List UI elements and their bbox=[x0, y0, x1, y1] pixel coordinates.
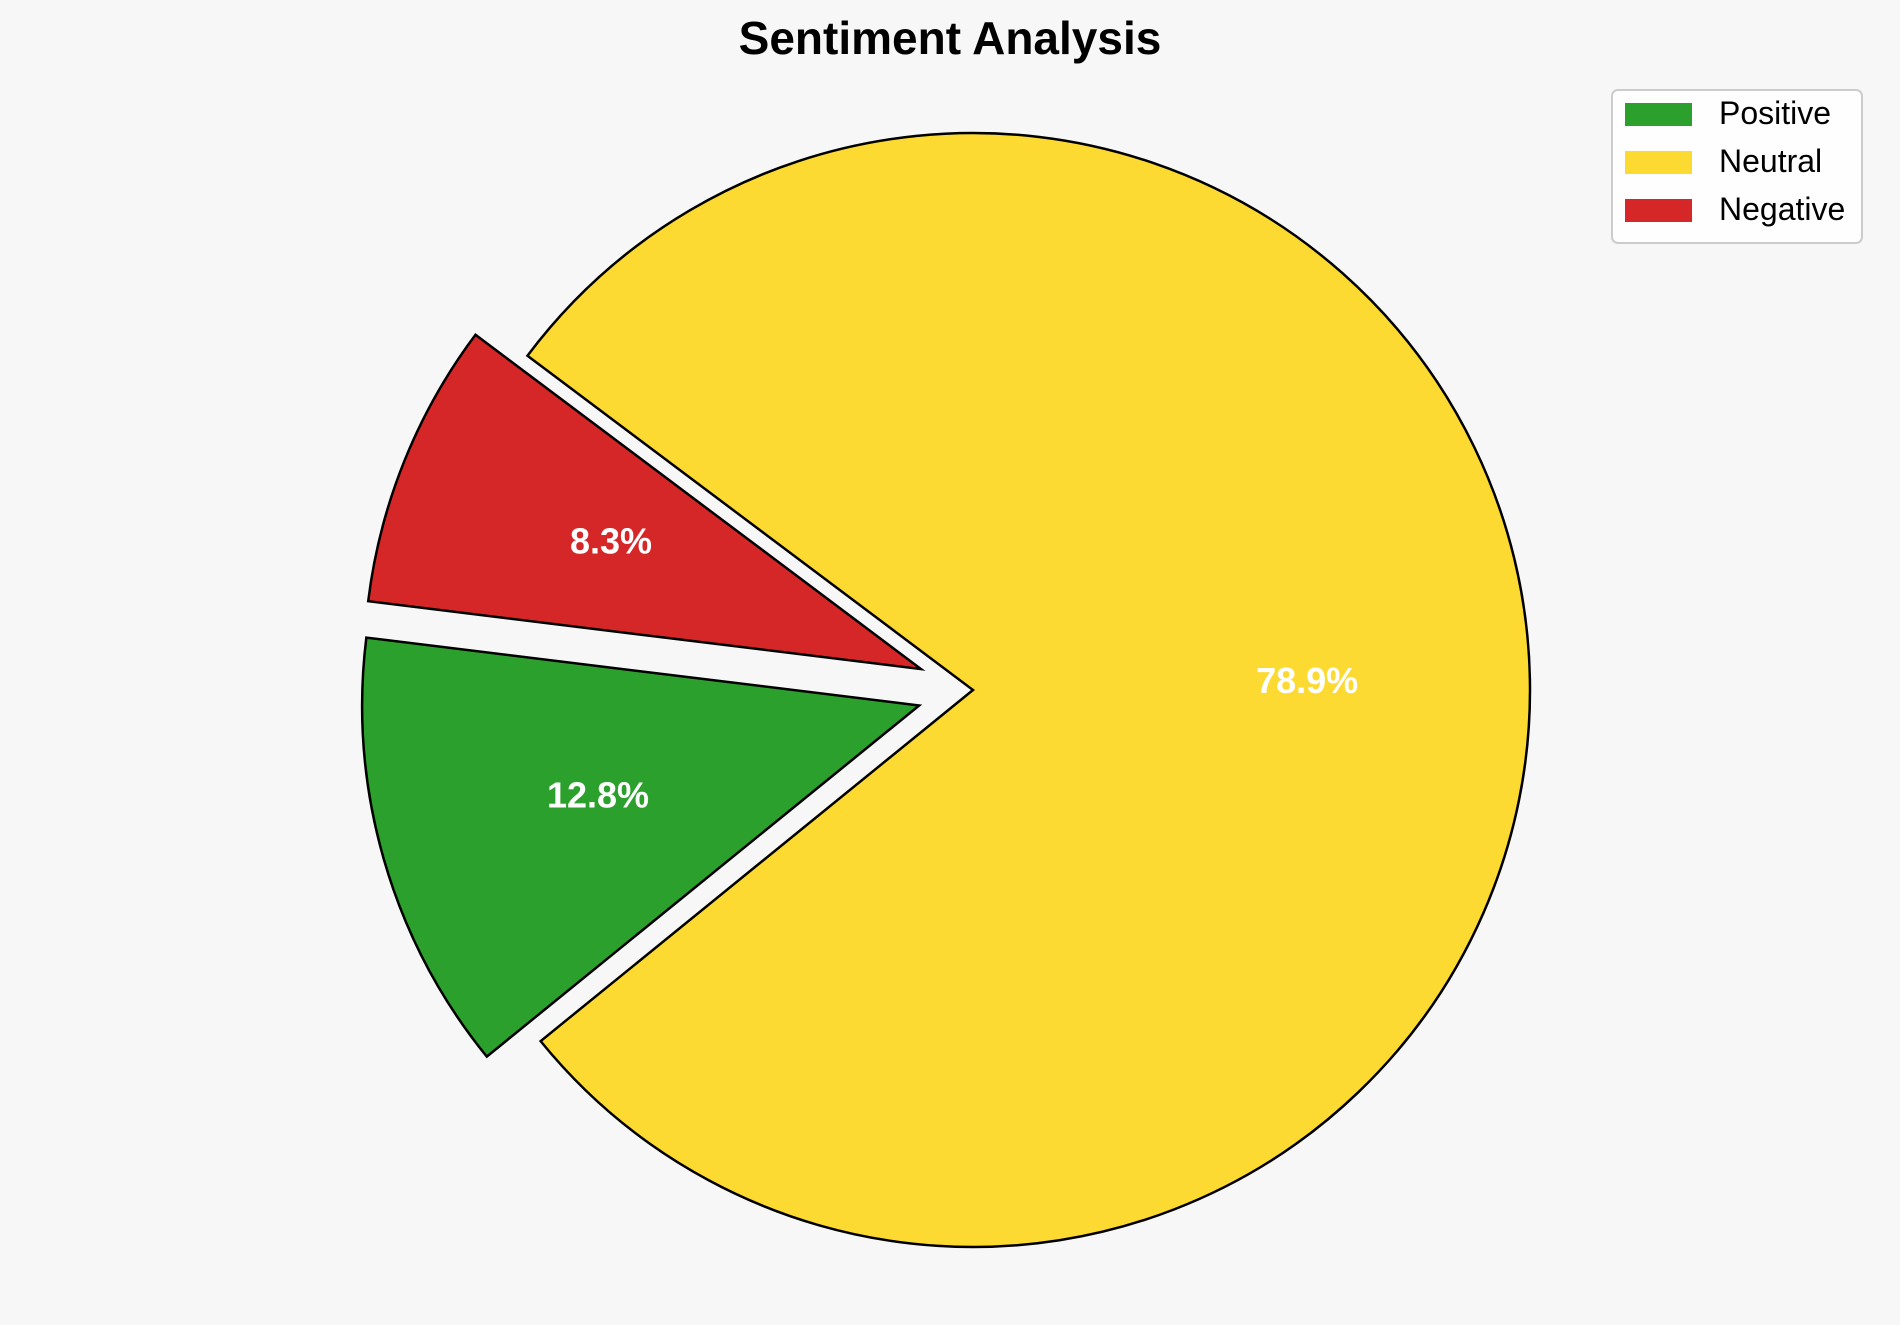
pie-slice-neutral bbox=[525, 131, 1532, 1249]
chart-legend: Positive Neutral Negative bbox=[1611, 89, 1863, 244]
pie-slices bbox=[361, 131, 1532, 1249]
pie-slice-negative bbox=[366, 333, 926, 671]
slice-label-neutral: 78.9% bbox=[1256, 660, 1358, 701]
legend-label-neutral: Neutral bbox=[1719, 143, 1822, 179]
pie-slice-positive bbox=[361, 636, 923, 1059]
pie-labels: 12.8% 78.9% 8.3% bbox=[547, 521, 1358, 816]
slice-label-negative: 8.3% bbox=[570, 521, 652, 562]
legend-label-positive: Positive bbox=[1719, 95, 1831, 131]
legend-swatch-positive bbox=[1625, 103, 1692, 126]
legend-label-negative: Negative bbox=[1719, 191, 1845, 227]
legend-swatch-neutral bbox=[1625, 151, 1692, 174]
legend-swatch-negative bbox=[1625, 199, 1692, 222]
chart-title: Sentiment Analysis bbox=[739, 12, 1162, 64]
slice-label-positive: 12.8% bbox=[547, 774, 649, 815]
legend-items: Positive Neutral Negative bbox=[1625, 95, 1845, 227]
